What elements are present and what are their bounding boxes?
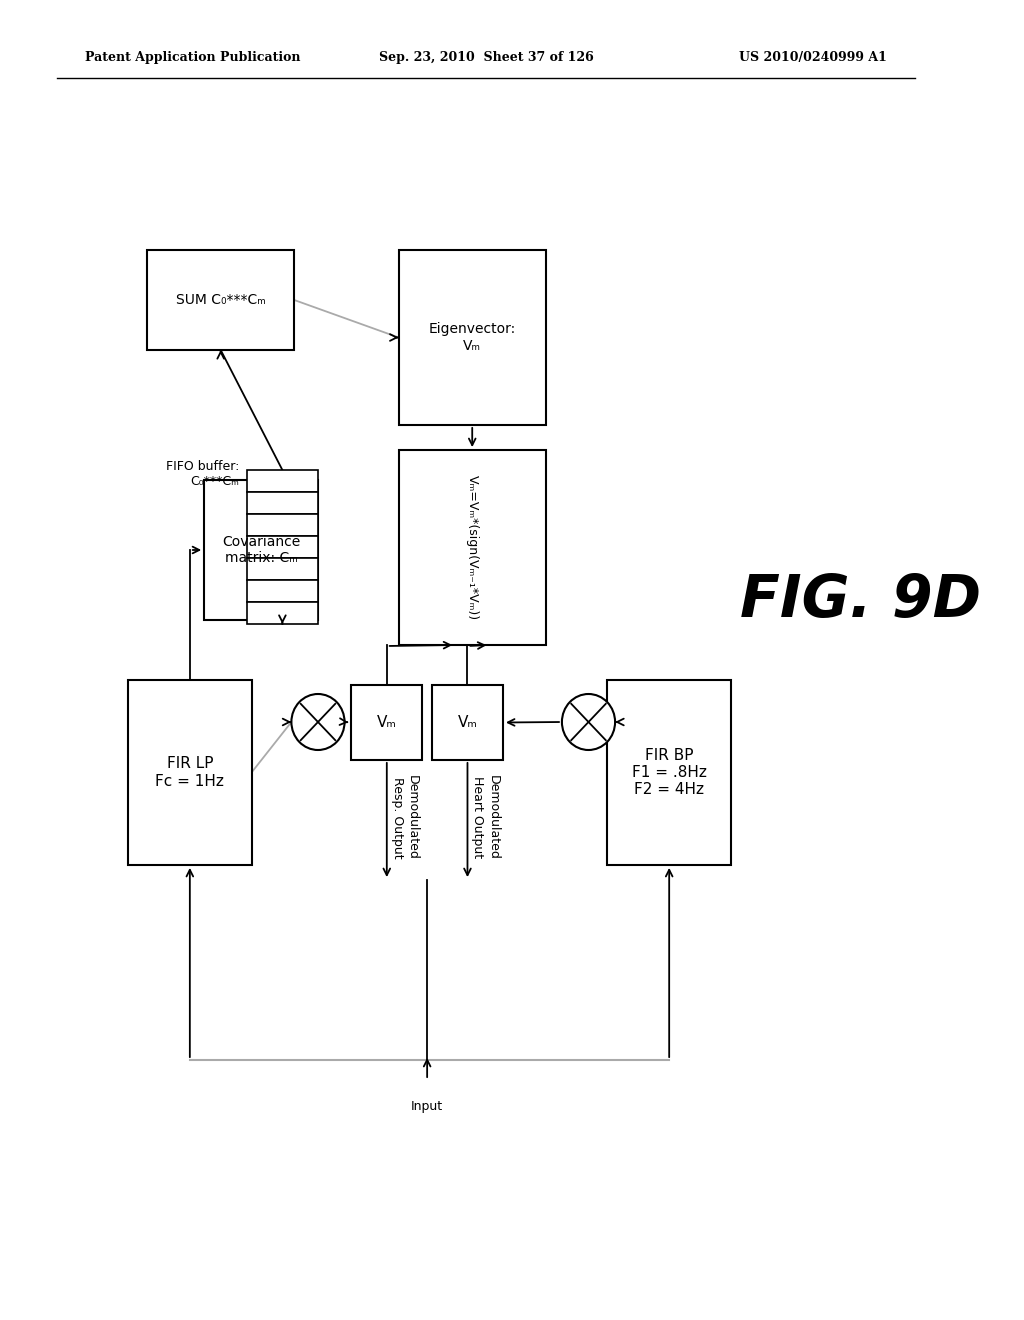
Text: SUM C₀***Cₘ: SUM C₀***Cₘ (176, 293, 265, 308)
Bar (398, 450, 546, 645)
Text: FIG. 9D: FIG. 9D (740, 572, 981, 628)
Bar (247, 558, 318, 579)
Text: US 2010/0240999 A1: US 2010/0240999 A1 (738, 51, 887, 65)
Text: Covariance
matrix: Cₘ: Covariance matrix: Cₘ (222, 535, 300, 565)
Bar (247, 579, 318, 602)
Bar (247, 492, 318, 513)
Text: FIR LP
Fc = 1Hz: FIR LP Fc = 1Hz (156, 756, 224, 789)
Text: Vₘ=Vₘ*(sign(Vₘ₋₁*Vₘ)): Vₘ=Vₘ*(sign(Vₘ₋₁*Vₘ)) (466, 475, 479, 620)
Text: Sep. 23, 2010  Sheet 37 of 126: Sep. 23, 2010 Sheet 37 of 126 (379, 51, 593, 65)
Circle shape (292, 694, 344, 750)
Text: FIR BP
F1 = .8Hz
F2 = 4Hz: FIR BP F1 = .8Hz F2 = 4Hz (632, 747, 707, 797)
Bar (204, 480, 318, 620)
Bar (432, 685, 503, 760)
Text: Vₘ: Vₘ (377, 715, 396, 730)
Bar (351, 685, 422, 760)
Bar (247, 513, 318, 536)
Bar (247, 602, 318, 624)
Text: Eigenvector:
Vₘ: Eigenvector: Vₘ (429, 322, 516, 352)
Text: Demodulated
Heart Output: Demodulated Heart Output (471, 775, 500, 859)
Bar (247, 470, 318, 492)
Text: Patent Application Publication: Patent Application Publication (85, 51, 301, 65)
Text: Vₘ: Vₘ (458, 715, 477, 730)
Bar (147, 249, 294, 350)
Bar (398, 249, 546, 425)
Bar (128, 680, 252, 865)
Text: Demodulated
Resp. Output: Demodulated Resp. Output (390, 775, 419, 859)
Bar (607, 680, 731, 865)
Bar (247, 536, 318, 558)
Text: Input: Input (411, 1100, 443, 1113)
Text: FIFO buffer:
C₀***Cₘ: FIFO buffer: C₀***Cₘ (166, 459, 240, 488)
Circle shape (562, 694, 615, 750)
